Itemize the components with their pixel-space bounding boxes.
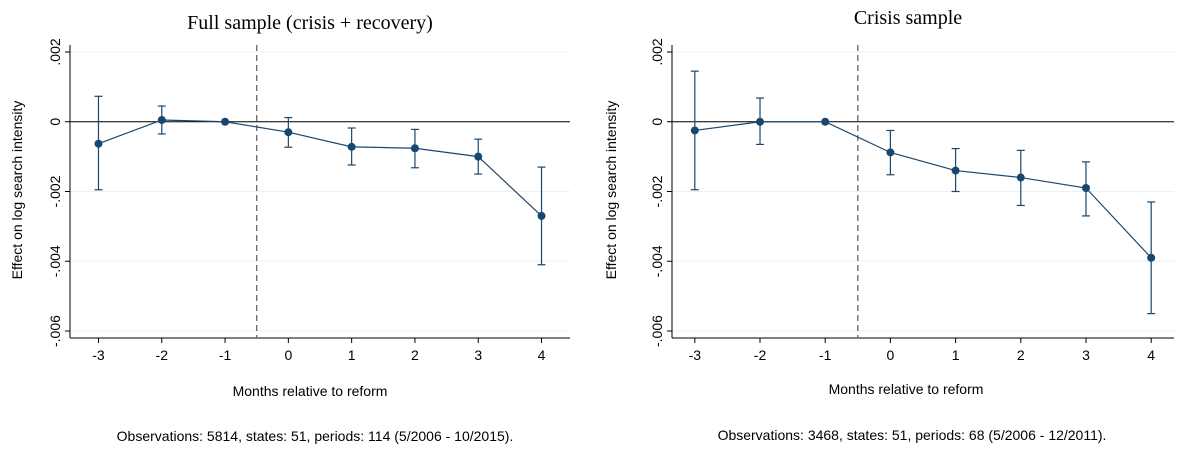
data-point bbox=[157, 115, 166, 124]
x-tick-label: 0 bbox=[887, 347, 895, 363]
y-tick-label: -.006 bbox=[649, 315, 665, 347]
y-tick-label: -.002 bbox=[649, 175, 665, 207]
chart-note: Observations: 3468, states: 51, periods:… bbox=[718, 427, 1107, 443]
series-line bbox=[98, 119, 542, 217]
x-tick-label: -3 bbox=[92, 347, 105, 363]
x-tick-label: -2 bbox=[156, 347, 169, 363]
y-tick-label: -.002 bbox=[47, 175, 63, 207]
data-point bbox=[410, 144, 419, 153]
event-study-chart-crisis-sample: Crisis sample .002 0 -.002 -.004 -.006 -3 -2 -1… bbox=[603, 7, 1174, 443]
chart-panel-crisis-sample: Crisis sample .002 0 -.002 -.004 -.006 -3 -2 -1… bbox=[590, 0, 1180, 450]
plot-area: .002 0 -.002 -.004 -.006 -3 -2 -1 0 1 2 3 4 bbox=[649, 38, 1174, 363]
x-tick-label: -3 bbox=[689, 347, 702, 363]
chart-note: Observations: 5814, states: 51, periods:… bbox=[117, 428, 514, 444]
data-point bbox=[756, 117, 765, 126]
data-point bbox=[537, 211, 546, 220]
y-tick-label: -.006 bbox=[47, 315, 63, 347]
x-tick-label: -2 bbox=[754, 347, 767, 363]
x-tick-label: 1 bbox=[952, 347, 960, 363]
y-tick-label: .002 bbox=[649, 38, 665, 65]
x-tick-label: 4 bbox=[538, 347, 546, 363]
y-tick-label: 0 bbox=[47, 118, 63, 126]
y-tick-label: .002 bbox=[47, 38, 63, 65]
y-tick-label: 0 bbox=[649, 118, 665, 126]
y-tick-label: -.004 bbox=[649, 245, 665, 277]
chart-title: Crisis sample bbox=[854, 7, 962, 29]
y-axis-label: Effect on log search intensity bbox=[9, 101, 25, 280]
x-tick-label: 2 bbox=[411, 347, 419, 363]
data-point bbox=[94, 139, 103, 148]
data-point bbox=[347, 142, 356, 151]
data-point bbox=[1081, 184, 1090, 193]
x-tick-label: 2 bbox=[1017, 347, 1025, 363]
x-tick-label: 4 bbox=[1147, 347, 1155, 363]
x-tick-label: -1 bbox=[819, 347, 832, 363]
data-point bbox=[821, 117, 830, 126]
x-tick-label: 3 bbox=[474, 347, 482, 363]
data-point bbox=[690, 126, 699, 135]
x-tick-label: 0 bbox=[284, 347, 292, 363]
data-point bbox=[1147, 253, 1156, 262]
x-tick-label: 1 bbox=[348, 347, 356, 363]
x-axis-label: Months relative to reform bbox=[233, 383, 388, 399]
data-point bbox=[474, 152, 483, 161]
chart-panel-full-sample: Full sample (crisis + recovery) .002 0 -.0… bbox=[9, 12, 570, 444]
data-point bbox=[951, 166, 960, 175]
x-tick-label: -1 bbox=[219, 347, 232, 363]
series-line bbox=[694, 121, 1152, 259]
event-study-chart-full-sample: Full sample (crisis + recovery) .002 0 -.0… bbox=[9, 12, 570, 444]
y-tick-label: -.004 bbox=[47, 245, 63, 277]
y-axis-label: Effect on log search intensity bbox=[603, 101, 619, 280]
data-point bbox=[221, 117, 230, 126]
data-point bbox=[886, 148, 895, 157]
x-tick-label: 3 bbox=[1082, 347, 1090, 363]
data-point bbox=[284, 128, 293, 137]
data-point bbox=[1016, 173, 1025, 182]
chart-title: Full sample (crisis + recovery) bbox=[187, 12, 433, 34]
plot-area: .002 0 -.002 -.004 -.006 -3 -2 -1 0 1 2 3 4 bbox=[47, 38, 570, 363]
x-axis-label: Months relative to reform bbox=[829, 381, 984, 397]
